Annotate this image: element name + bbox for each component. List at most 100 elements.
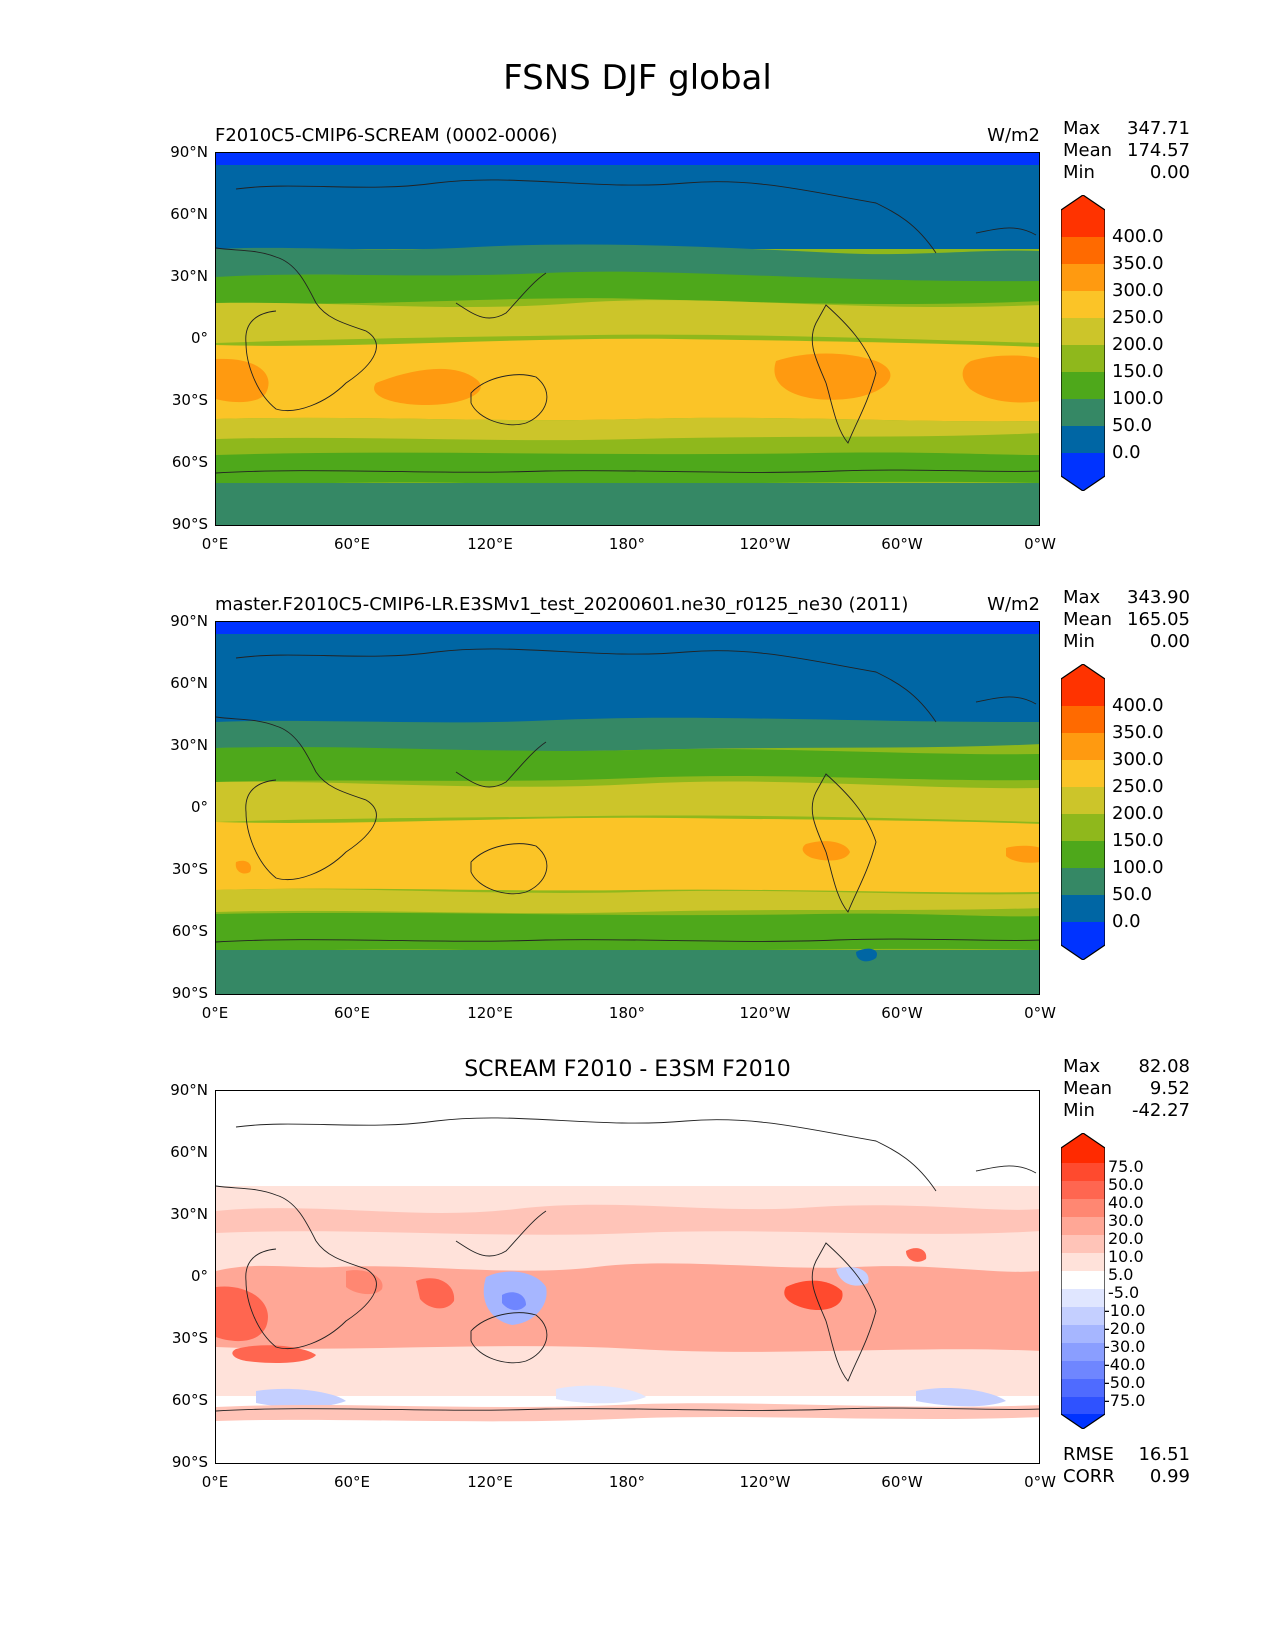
lat-tick: 30°N [170,267,208,285]
stat-mean-label: Mean [1063,1078,1113,1099]
lat-tick: 30°N [170,736,208,754]
colorbar-tick: 40.0 [1108,1193,1144,1212]
map-plot [215,152,1040,526]
lon-tick: 60°W [881,1004,923,1022]
colorbar-tick: 0.0 [1112,442,1141,463]
lon-tick: 0°W [1024,535,1056,553]
lat-tick: 90°N [170,1081,208,1099]
figure-title: FSNS DJF global [503,58,772,98]
lon-tick: 120°W [739,1004,791,1022]
stat-mean-value: 165.05 [1127,609,1190,630]
stat-min-label: Min [1063,1100,1095,1121]
lon-tick: 180° [608,535,646,553]
colorbar-tick: 350.0 [1112,722,1164,743]
stat-max-value: 347.71 [1127,118,1190,139]
lon-tick: 60°E [333,1004,371,1022]
lat-tick: 90°N [170,143,208,161]
stat-mean-label: Mean [1063,609,1113,630]
stat-rmse-value: 16.51 [1138,1444,1190,1465]
lat-tick: 30°S [171,860,208,878]
stat-max-label: Max [1063,118,1101,139]
stat-corr-label: CORR [1063,1466,1115,1487]
colorbar-tick: 200.0 [1112,803,1164,824]
colorbar [1061,195,1105,491]
colorbar-tick: 250.0 [1112,307,1164,328]
colorbar-tick: -40.0 [1104,1355,1146,1374]
colorbar-tick: 400.0 [1112,695,1164,716]
colorbar-tick: 250.0 [1112,776,1164,797]
lat-tick: 60°S [171,453,208,471]
stat-max-value: 82.08 [1138,1056,1190,1077]
colorbar-tick: -75.0 [1104,1391,1146,1410]
lon-tick: 120°W [739,535,791,553]
colorbar-tick: -5.0 [1108,1283,1140,1302]
lon-tick: 180° [608,1004,646,1022]
lat-tick: 60°S [171,1391,208,1409]
units-label: W/m2 [987,594,1040,615]
lon-tick: 120°E [467,1004,513,1022]
colorbar [1061,664,1105,960]
lat-tick: 60°N [170,205,208,223]
colorbar-tick: 100.0 [1112,388,1164,409]
colorbar-tick: -20.0 [1104,1319,1146,1338]
stat-mean-value: 174.57 [1127,140,1190,161]
lon-tick: 0°W [1024,1004,1056,1022]
map-plot [215,1090,1040,1464]
panel-title: master.F2010C5-CMIP6-LR.E3SMv1_test_2020… [215,594,909,615]
lon-tick: 0°E [201,535,229,553]
colorbar-tick: -30.0 [1104,1337,1146,1356]
colorbar-tick: 20.0 [1108,1229,1144,1248]
lat-tick: 0° [190,1267,208,1285]
lat-tick: 0° [190,798,208,816]
lat-tick: 60°N [170,674,208,692]
stat-min-label: Min [1063,631,1095,652]
lat-tick: 30°N [170,1205,208,1223]
lon-tick: 0°E [201,1004,229,1022]
lon-tick: 60°E [333,535,371,553]
colorbar-tick: 150.0 [1112,361,1164,382]
lon-tick: 60°E [333,1473,371,1491]
panel-title: F2010C5-CMIP6-SCREAM (0002-0006) [215,125,558,146]
stat-corr-value: 0.99 [1149,1466,1190,1487]
colorbar-tick: 400.0 [1112,226,1164,247]
colorbar-tick: 300.0 [1112,280,1164,301]
lon-tick: 60°W [881,1473,923,1491]
lat-tick: 90°S [171,515,208,533]
stat-max-label: Max [1063,587,1101,608]
stat-min-value: -42.27 [1131,1100,1190,1121]
colorbar-tick: 50.0 [1112,415,1153,436]
lon-tick: 60°W [881,535,923,553]
stat-rmse-label: RMSE [1063,1444,1114,1465]
lat-tick: 90°N [170,612,208,630]
lon-tick: 120°E [467,535,513,553]
stat-mean-value: 9.52 [1149,1078,1190,1099]
stat-max-value: 343.90 [1127,587,1190,608]
colorbar-tick: 5.0 [1108,1265,1134,1284]
colorbar-tick: 350.0 [1112,253,1164,274]
colorbar-tick: -50.0 [1104,1373,1146,1392]
lat-tick: 90°S [171,1453,208,1471]
colorbar-tick: 100.0 [1112,857,1164,878]
lon-tick: 120°W [739,1473,791,1491]
colorbar-tick: 50.0 [1112,884,1153,905]
stat-mean-label: Mean [1063,140,1113,161]
colorbar-tick: 75.0 [1108,1157,1144,1176]
lat-tick: 0° [190,329,208,347]
lat-tick: 60°S [171,922,208,940]
colorbar-tick: -10.0 [1104,1301,1146,1320]
colorbar [1061,1133,1105,1429]
stat-min-label: Min [1063,162,1095,183]
units-label: W/m2 [987,125,1040,146]
lon-tick: 180° [608,1473,646,1491]
colorbar-tick: 50.0 [1108,1175,1144,1194]
lat-tick: 30°S [171,1329,208,1347]
colorbar-tick: 200.0 [1112,334,1164,355]
stat-min-value: 0.00 [1149,631,1190,652]
lat-tick: 30°S [171,391,208,409]
lat-tick: 60°N [170,1143,208,1161]
colorbar-tick: 10.0 [1108,1247,1144,1266]
colorbar-tick: 0.0 [1112,911,1141,932]
lat-tick: 90°S [171,984,208,1002]
lon-tick: 0°W [1024,1473,1056,1491]
lon-tick: 0°E [201,1473,229,1491]
